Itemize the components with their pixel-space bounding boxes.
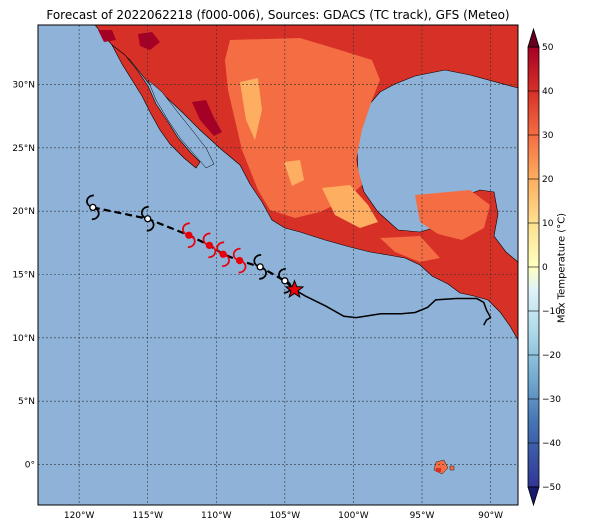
colorbar-label: Max Temperature (°C) [556,212,568,324]
region-20-30-c [380,236,440,262]
colorbar-tick-label: −30 [542,395,561,405]
observed-track-line [294,289,492,326]
cyclone-symbol [202,232,217,259]
colorbar-tick-label: 40 [542,87,554,97]
colorbar-ticks: 50 40 30 20 10 0 −10 −20 −30 −40 −50 [528,43,561,493]
colorbar-min-arrow [527,486,540,507]
storm-track [86,194,492,326]
cyclone-symbol [232,247,247,274]
lat-tick-label: 15°N [12,270,35,280]
region-10-20-b [240,78,262,140]
lon-tick-label: 100°W [338,511,369,521]
longitude-ticks: 120°W 115°W 110°W 105°W 100°W 95°W 90°W [64,511,503,521]
cyclone-symbol [253,254,267,280]
graticule [38,25,518,505]
lat-tick-label: 20°N [12,207,35,217]
region-40-50 [138,32,160,50]
gulf-of-california [147,79,215,169]
colorbar-tick-label: −20 [542,351,561,361]
colorbar: 50 40 30 20 10 0 −10 −20 −30 −40 −50 [527,27,561,507]
lon-tick-label: 90°W [478,511,503,521]
colorbar-tick-label: −40 [542,439,561,449]
region-20-30 [225,38,380,218]
land-baja [111,44,201,169]
colorbar-tick-label: 0 [542,263,548,273]
region-40-50-b [192,100,222,136]
cyclone-symbol [140,205,155,232]
cyclone-symbol [182,222,196,249]
colorbar-tick-label: 10 [542,219,554,229]
latitude-ticks: 30°N 25°N 20°N 15°N 10°N 5°N 0° [12,81,35,471]
lon-tick-label: 115°W [132,511,163,521]
lat-tick-label: 0° [25,460,35,470]
colorbar-max-arrow [527,27,540,48]
lat-tick-label: 10°N [12,334,35,344]
islands-small [436,468,441,472]
forecast-track-line [92,206,296,291]
current-position-star [284,279,305,299]
lon-tick-label: 95°W [410,511,435,521]
region-40-50-c [98,30,116,42]
map-frame [37,24,519,506]
region-20-30-b [415,190,490,240]
map-plot-area [38,25,518,505]
colorbar-tick-label: 30 [542,131,554,141]
cyclone-symbol [216,241,230,268]
lon-tick-label: 110°W [201,511,232,521]
lat-tick-label: 25°N [12,144,35,154]
cyclone-symbol [86,194,100,221]
lat-tick-label: 30°N [12,81,35,91]
lon-tick-label: 105°W [270,511,301,521]
colorbar-tick-label: 50 [542,43,554,53]
colorbar-tick-label: −50 [542,483,561,493]
region-10-20 [322,185,378,228]
region-10-20-c [284,160,304,186]
colorbar-tick-label: −10 [542,307,561,317]
map-title: Forecast of 2022062218 (f000-006), Sourc… [46,8,510,22]
colorbar-tick-label: 20 [542,175,554,185]
lat-tick-label: 5°N [18,397,35,407]
lon-tick-label: 120°W [64,511,95,521]
